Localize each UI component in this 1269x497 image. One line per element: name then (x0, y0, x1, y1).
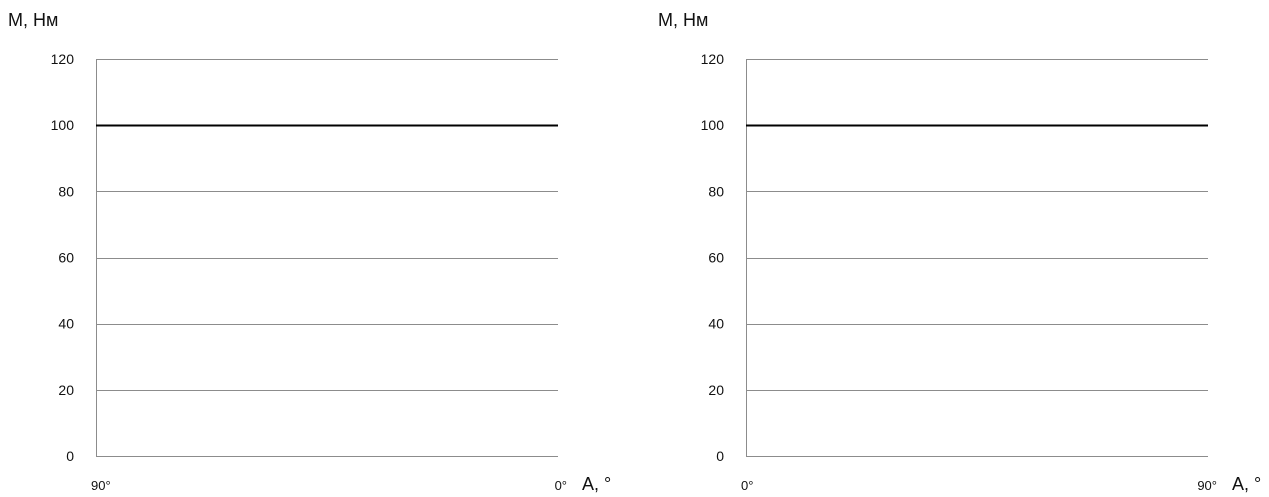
y-axis-title: М, Нм (658, 10, 708, 30)
y-tick-label-40: 40 (708, 316, 724, 332)
x-tick-label-end: 90° (1197, 478, 1217, 493)
y-tick-label-80: 80 (58, 183, 74, 199)
y-tick-label-40: 40 (58, 316, 74, 332)
y-tick-label-0: 0 (66, 448, 74, 464)
y-tick-label-20: 20 (708, 382, 724, 398)
x-tick-label-end: 0° (555, 478, 567, 493)
y-tick-label-0: 0 (716, 448, 724, 464)
x-tick-label-start: 0° (741, 478, 753, 493)
y-tick-label-100: 100 (51, 117, 75, 133)
y-tick-label-60: 60 (708, 250, 724, 266)
y-tick-label-80: 80 (708, 183, 724, 199)
x-axis-title: А, ° (1232, 474, 1261, 494)
y-tick-label-120: 120 (51, 51, 75, 67)
torque-chart-left: М, Нм 0 20 40 60 80 100 120 90° 0° А, ° (8, 10, 611, 494)
x-axis-title: А, ° (582, 474, 611, 494)
chart-left-svg: М, Нм 0 20 40 60 80 100 120 90° 0° А, ° (8, 10, 611, 494)
y-tick-label-60: 60 (58, 250, 74, 266)
chart-right-svg: М, Нм 0 20 40 60 80 100 120 0° 90° А, ° (658, 10, 1261, 494)
y-axis-title: М, Нм (8, 10, 58, 30)
x-tick-label-start: 90° (91, 478, 111, 493)
y-tick-label-20: 20 (58, 382, 74, 398)
y-tick-label-100: 100 (701, 117, 725, 133)
torque-chart-right: М, Нм 0 20 40 60 80 100 120 0° 90° А, ° (650, 0, 1269, 497)
y-tick-label-120: 120 (701, 51, 725, 67)
